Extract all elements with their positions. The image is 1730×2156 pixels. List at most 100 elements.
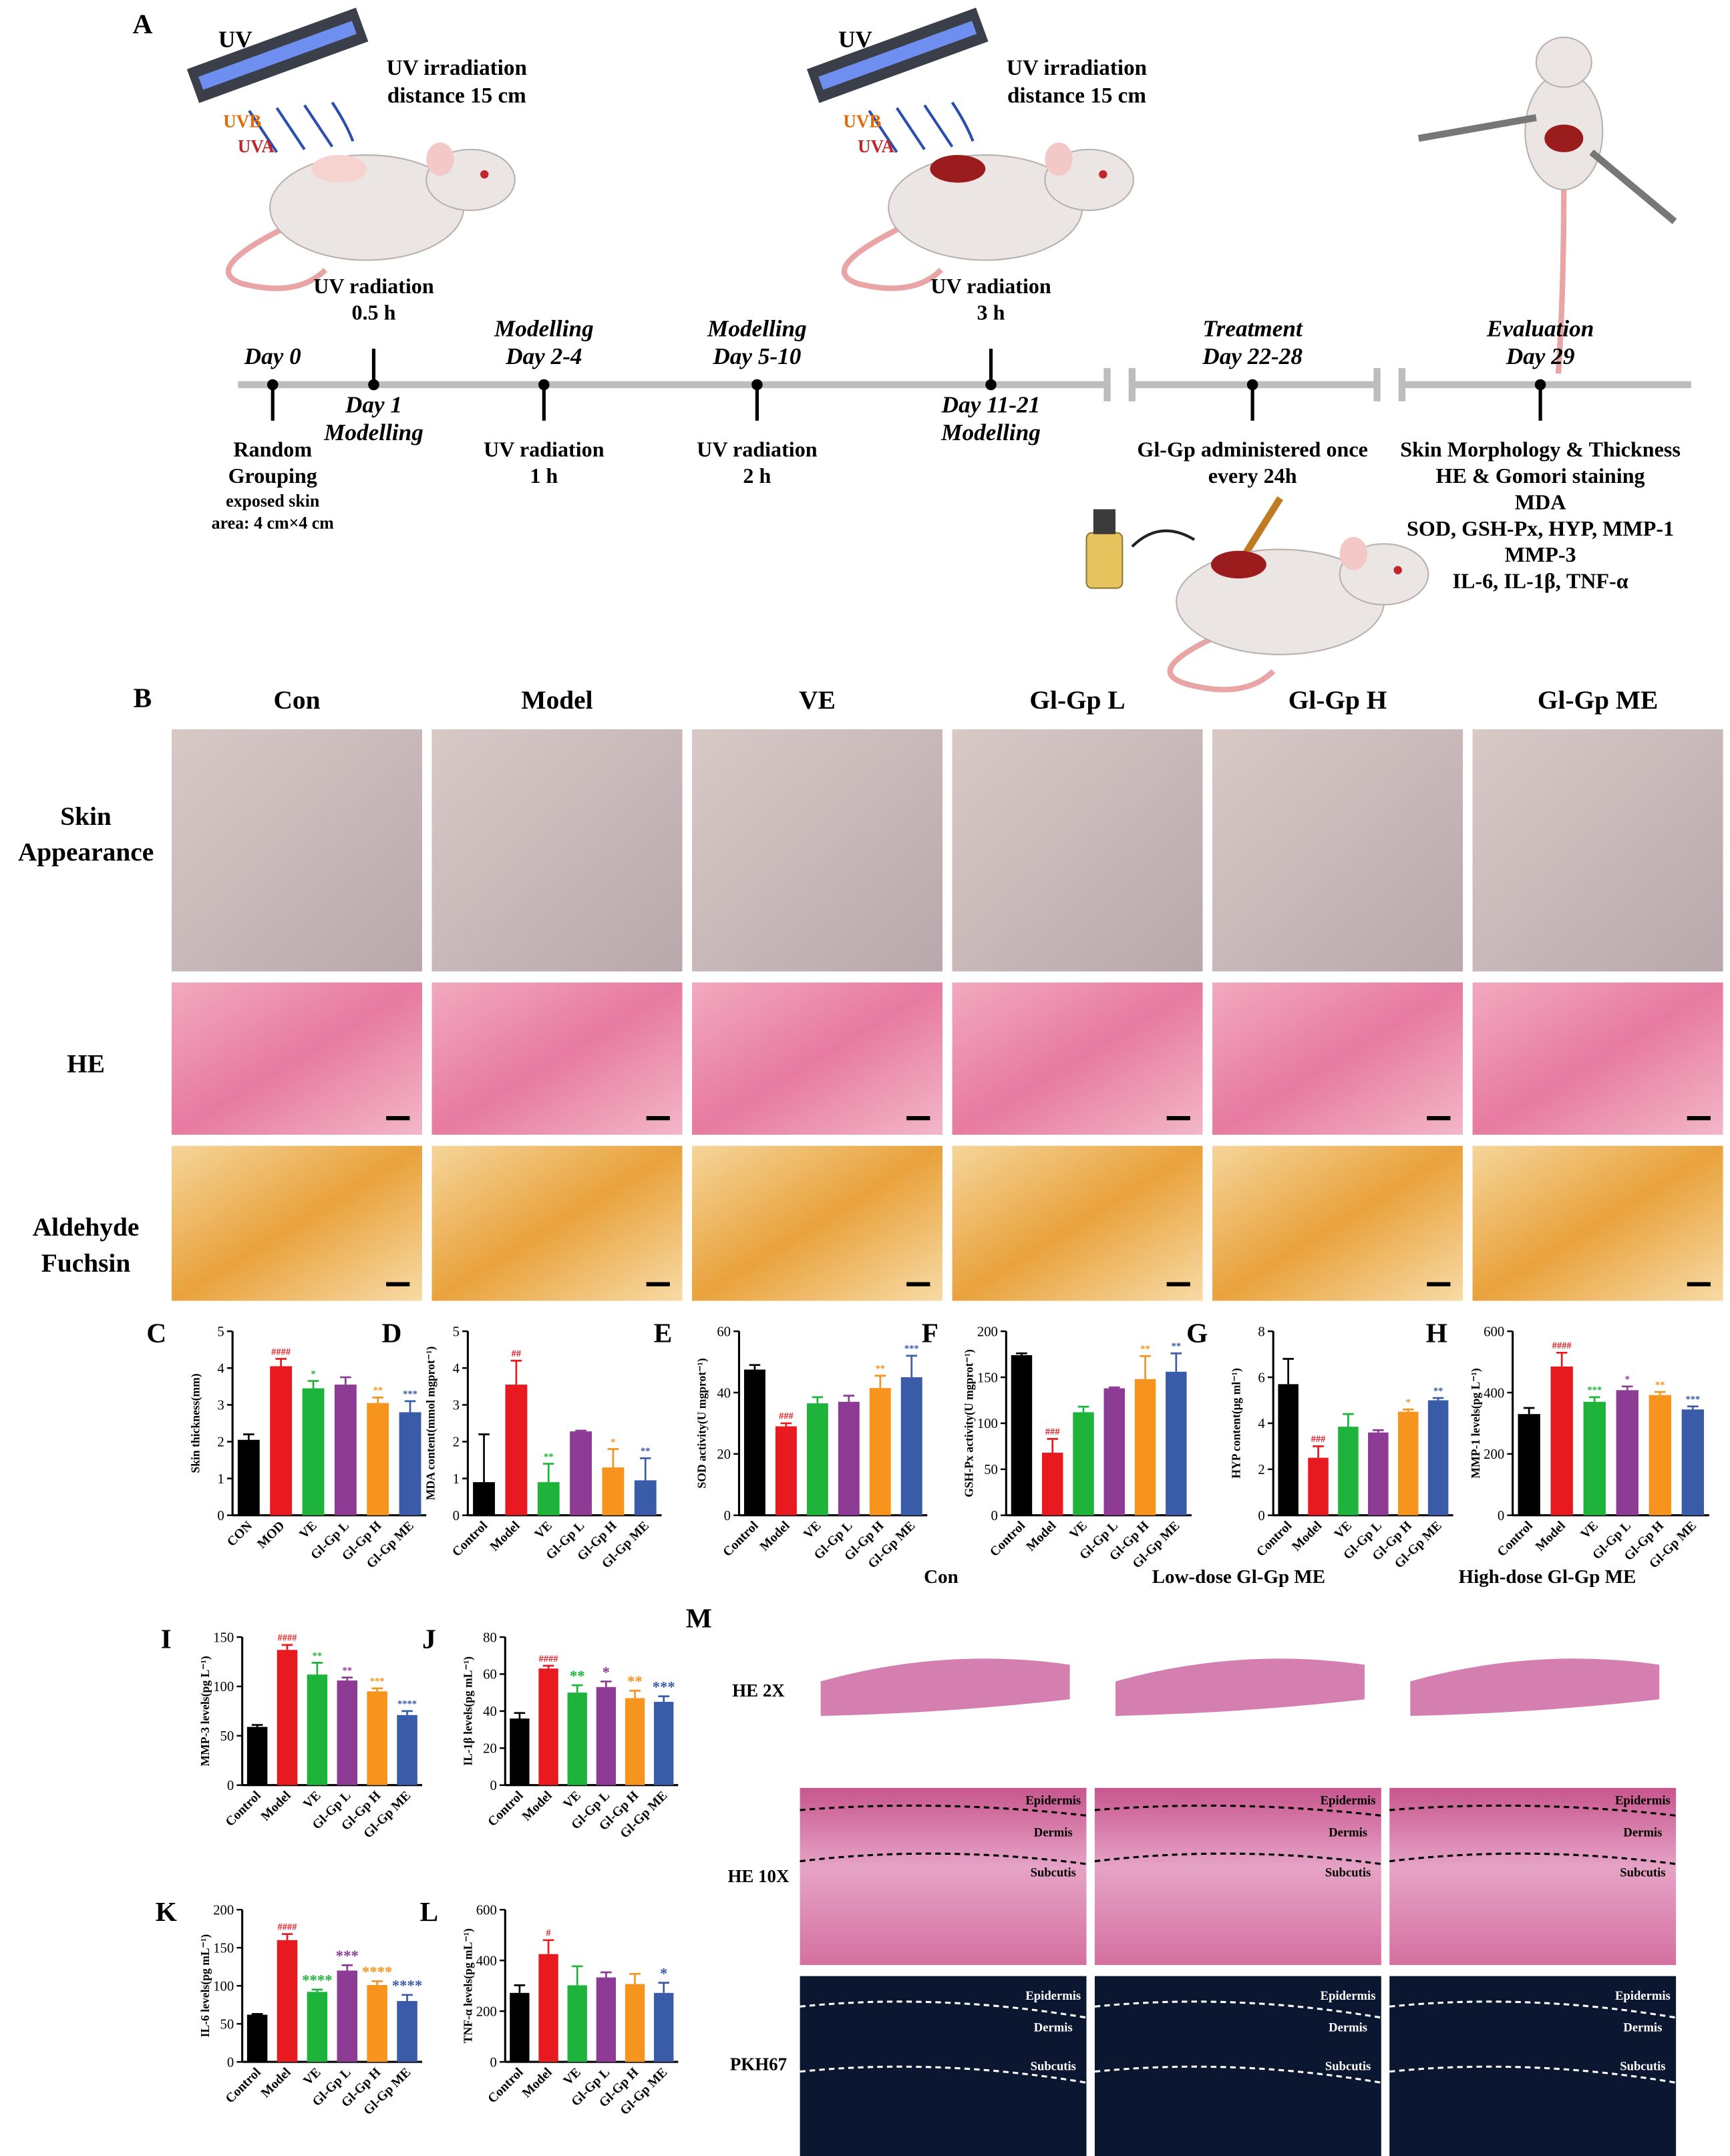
phase-label: Modelling xyxy=(707,315,807,341)
error-bar xyxy=(629,1690,641,1698)
row-label: Skin xyxy=(60,801,112,831)
x-tick-label: VE xyxy=(532,1518,555,1542)
bar xyxy=(277,1940,298,2062)
x-tick-label: Control xyxy=(222,1788,264,1829)
significance: * xyxy=(611,1437,615,1447)
timeline-dot xyxy=(267,379,279,391)
y-tick-label: 400 xyxy=(1484,1386,1504,1401)
bar xyxy=(775,1426,797,1515)
x-tick-label: Model xyxy=(258,2064,294,2101)
layer-label: Epidermis xyxy=(1025,1794,1081,1808)
micrograph xyxy=(1389,1787,1677,1966)
micrograph xyxy=(1094,1976,1381,2156)
y-tick-label: 0 xyxy=(453,1509,460,1523)
bar xyxy=(302,1388,325,1515)
layer-boundary xyxy=(1389,2065,1677,2084)
error-bar xyxy=(1108,1386,1120,1389)
significance: #### xyxy=(277,1633,297,1644)
bar xyxy=(625,1698,645,1785)
bar xyxy=(1103,1388,1126,1515)
bar xyxy=(397,1715,417,1785)
timeline xyxy=(238,368,1691,401)
y-axis-label: SOD activity(U mgprot⁻¹) xyxy=(695,1358,709,1488)
micrograph xyxy=(800,1787,1087,1966)
panel-label: D xyxy=(381,1318,401,1349)
event-detail: SOD, GSH-Px, HYP, MMP-1 xyxy=(1407,516,1674,540)
bar xyxy=(367,1403,389,1515)
significance: ** xyxy=(1172,1341,1182,1352)
timeline-dot xyxy=(1246,379,1258,391)
error-bar xyxy=(1523,1407,1535,1415)
bar xyxy=(307,1674,328,1785)
significance: ** xyxy=(627,1673,643,1690)
y-tick-label: 100 xyxy=(977,1417,998,1431)
significance: *** xyxy=(403,1389,417,1400)
band-label: UVA xyxy=(858,136,894,156)
bar xyxy=(1518,1414,1540,1515)
error-bar xyxy=(1687,1405,1699,1410)
y-tick-label: 150 xyxy=(213,1941,234,1956)
row-label: Fuchsin xyxy=(41,1248,131,1278)
panel-label: E xyxy=(654,1318,673,1349)
error-bar xyxy=(401,1710,413,1715)
error-bar xyxy=(275,1358,287,1367)
y-tick-label: 6 xyxy=(1258,1371,1264,1385)
error-bar xyxy=(371,1687,383,1692)
row-label: HE 2X xyxy=(732,1680,785,1700)
y-tick-label: 600 xyxy=(476,1903,497,1918)
x-tick-label: VE xyxy=(301,1788,324,1811)
event-detail: MMP-3 xyxy=(1505,542,1576,566)
layer-label: Epidermis xyxy=(1615,1989,1671,2003)
phase-label: Day 29 xyxy=(1506,343,1575,369)
significance: ** xyxy=(343,1665,353,1676)
band-label: UVA xyxy=(238,136,275,156)
micrograph xyxy=(1212,982,1463,1135)
micrograph xyxy=(1212,729,1463,972)
y-axis-label: IL-1β levels(pg mL⁻¹) xyxy=(462,1656,475,1766)
bar xyxy=(838,1401,860,1515)
bar xyxy=(237,1439,260,1515)
significance: *** xyxy=(1685,1394,1700,1405)
significance: ** xyxy=(1140,1344,1150,1355)
significance: * xyxy=(1625,1375,1630,1385)
event-detail: 2 h xyxy=(743,464,771,488)
significance: #### xyxy=(271,1346,291,1357)
micrograph xyxy=(692,982,943,1135)
phase-label: Day 22-28 xyxy=(1202,343,1303,369)
significance: #### xyxy=(1552,1340,1572,1351)
significance: ### xyxy=(779,1411,794,1422)
bar xyxy=(1397,1411,1419,1515)
bar xyxy=(1134,1379,1156,1515)
x-tick-label: Model xyxy=(487,1518,523,1554)
panel-label: J xyxy=(422,1624,436,1654)
x-tick-label: Model xyxy=(1023,1518,1059,1554)
group-label: Gl-Gp ME xyxy=(1538,685,1658,715)
uv-rays xyxy=(868,102,975,154)
x-tick-label: VE xyxy=(1331,1518,1355,1542)
band-label: UVB xyxy=(223,112,261,132)
x-tick-label: VE xyxy=(1578,1518,1601,1542)
y-tick-label: 3 xyxy=(453,1399,460,1413)
y-tick-label: 1 xyxy=(217,1472,224,1487)
y-tick-label: 60 xyxy=(483,1668,497,1682)
layer-boundary xyxy=(800,2065,1087,2084)
y-tick-label: 200 xyxy=(213,1903,234,1918)
bar xyxy=(510,1718,530,1785)
layer-label: Subcutis xyxy=(1620,1865,1665,1879)
bar xyxy=(596,1977,617,2062)
significance: ** xyxy=(313,1650,322,1661)
panel-label: I xyxy=(161,1624,172,1654)
error-bar xyxy=(780,1422,792,1427)
bar xyxy=(602,1467,625,1515)
y-tick-label: 0 xyxy=(227,1779,234,1793)
layer-label: Epidermis xyxy=(1321,1989,1376,2003)
micrograph xyxy=(1472,729,1723,972)
lamp-note: distance 15 cm xyxy=(387,83,526,108)
significance: ** xyxy=(1433,1386,1443,1397)
x-tick-label: CON xyxy=(224,1518,255,1549)
mouse xyxy=(1417,36,1677,374)
panel-label: M xyxy=(686,1603,712,1634)
y-tick-label: 600 xyxy=(1484,1324,1504,1339)
layer-label: Dermis xyxy=(1329,2021,1367,2035)
phase-label: Modelling xyxy=(494,315,594,341)
